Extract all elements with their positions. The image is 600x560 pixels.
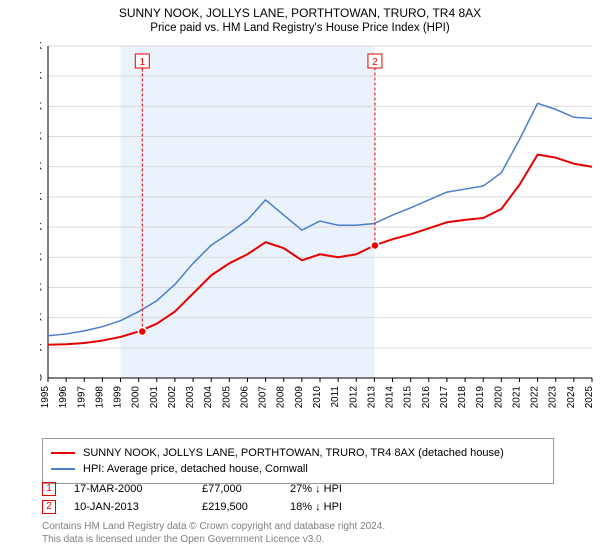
svg-text:2020: 2020 <box>493 386 504 409</box>
legend-item-property: SUNNY NOOK, JOLLYS LANE, PORTHTOWAN, TRU… <box>51 445 545 461</box>
svg-text:2018: 2018 <box>457 386 468 409</box>
svg-text:1998: 1998 <box>94 386 105 409</box>
svg-text:2023: 2023 <box>548 386 559 409</box>
legend-item-hpi: HPI: Average price, detached house, Corn… <box>51 461 545 477</box>
transaction-marker-1-num: 1 <box>46 480 52 498</box>
svg-text:£250K: £250K <box>40 222 42 233</box>
legend: SUNNY NOOK, JOLLYS LANE, PORTHTOWAN, TRU… <box>42 438 554 484</box>
legend-swatch-hpi <box>51 468 75 470</box>
svg-text:£400K: £400K <box>40 132 42 143</box>
svg-text:1996: 1996 <box>58 386 69 409</box>
transaction-date-1: 17-MAR-2000 <box>74 480 184 498</box>
svg-text:2009: 2009 <box>294 386 305 409</box>
svg-text:2021: 2021 <box>511 386 522 409</box>
svg-text:2007: 2007 <box>258 386 269 409</box>
svg-text:2010: 2010 <box>312 386 323 409</box>
svg-text:2008: 2008 <box>276 386 287 409</box>
svg-text:2001: 2001 <box>149 386 160 409</box>
chart-svg: £0 £50K £100K £150K £200K £250K £300K £350K £400… <box>40 38 600 418</box>
chart: £0 £50K £100K £150K £200K £250K £300K £350K £400… <box>40 38 600 418</box>
svg-text:2013: 2013 <box>366 386 377 409</box>
svg-text:2015: 2015 <box>403 386 414 409</box>
svg-text:£50K: £50K <box>40 343 42 354</box>
svg-text:2019: 2019 <box>475 386 486 409</box>
svg-text:£0: £0 <box>40 373 42 384</box>
transaction-marker-2: 2 <box>42 500 56 514</box>
transaction-marker-2-num: 2 <box>46 498 52 516</box>
svg-text:2024: 2024 <box>566 386 577 409</box>
legend-label-hpi: HPI: Average price, detached house, Corn… <box>83 461 308 477</box>
svg-text:2000: 2000 <box>131 386 142 409</box>
svg-text:£200K: £200K <box>40 252 42 263</box>
svg-text:1: 1 <box>140 57 146 68</box>
footer: Contains HM Land Registry data © Crown c… <box>42 520 385 546</box>
svg-text:£150K: £150K <box>40 282 42 293</box>
svg-text:2022: 2022 <box>530 386 541 409</box>
svg-text:2005: 2005 <box>221 386 232 409</box>
svg-text:£100K: £100K <box>40 313 42 324</box>
svg-text:2006: 2006 <box>239 386 250 409</box>
svg-text:2016: 2016 <box>421 386 432 409</box>
transaction-date-2: 10-JAN-2013 <box>74 498 184 516</box>
svg-text:2: 2 <box>372 57 378 68</box>
footer-line-2: This data is licensed under the Open Gov… <box>42 533 385 546</box>
svg-text:2002: 2002 <box>167 386 178 409</box>
svg-text:£550K: £550K <box>40 41 42 52</box>
transaction-diff-1: 27% ↓ HPI <box>290 480 390 498</box>
svg-text:£300K: £300K <box>40 192 42 203</box>
svg-text:2011: 2011 <box>330 386 341 408</box>
svg-text:2025: 2025 <box>584 386 595 409</box>
transaction-price-1: £77,000 <box>202 480 272 498</box>
svg-text:£350K: £350K <box>40 162 42 173</box>
transaction-row-1: 1 17-MAR-2000 £77,000 27% ↓ HPI <box>42 480 390 498</box>
svg-text:2012: 2012 <box>348 386 359 409</box>
svg-text:2014: 2014 <box>385 386 396 409</box>
legend-swatch-property <box>51 452 75 454</box>
svg-text:2004: 2004 <box>203 386 214 409</box>
legend-label-property: SUNNY NOOK, JOLLYS LANE, PORTHTOWAN, TRU… <box>83 445 504 461</box>
svg-text:1999: 1999 <box>113 386 124 409</box>
footer-line-1: Contains HM Land Registry data © Crown c… <box>42 520 385 533</box>
svg-text:2017: 2017 <box>439 386 450 409</box>
transaction-price-2: £219,500 <box>202 498 272 516</box>
chart-container: SUNNY NOOK, JOLLYS LANE, PORTHTOWAN, TRU… <box>0 0 600 560</box>
svg-text:£500K: £500K <box>40 71 42 82</box>
svg-text:2003: 2003 <box>185 386 196 409</box>
svg-text:1997: 1997 <box>76 386 87 409</box>
svg-text:£450K: £450K <box>40 101 42 112</box>
svg-text:1995: 1995 <box>40 386 51 409</box>
transactions-table: 1 17-MAR-2000 £77,000 27% ↓ HPI 2 10-JAN… <box>42 480 390 516</box>
transaction-row-2: 2 10-JAN-2013 £219,500 18% ↓ HPI <box>42 498 390 516</box>
transaction-diff-2: 18% ↓ HPI <box>290 498 390 516</box>
title-line-1: SUNNY NOOK, JOLLYS LANE, PORTHTOWAN, TRU… <box>0 0 600 20</box>
title-line-2: Price paid vs. HM Land Registry's House … <box>0 20 600 38</box>
transaction-marker-1: 1 <box>42 482 56 496</box>
